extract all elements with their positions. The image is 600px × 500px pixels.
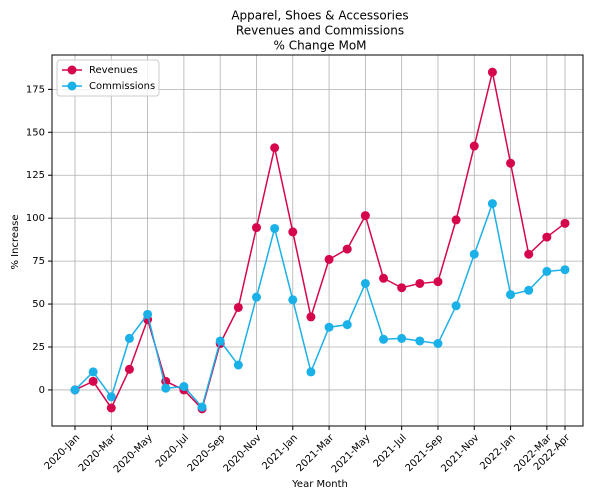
point [415, 278, 425, 288]
point [288, 227, 298, 237]
point [306, 367, 316, 377]
chart-title: Revenues and Commissions [236, 24, 404, 38]
point [306, 312, 316, 322]
point [379, 273, 389, 283]
point [233, 360, 243, 370]
point [124, 333, 134, 343]
point [197, 402, 207, 412]
y-axis-label: % Increase [10, 215, 21, 270]
point [451, 215, 461, 225]
x-tick-label: 2020-Sep [186, 432, 228, 474]
point [251, 223, 261, 233]
y-tick-label: 50 [32, 299, 45, 310]
point [506, 158, 516, 168]
point [70, 385, 80, 395]
legend-box [56, 59, 160, 97]
y-tick-label: 150 [26, 127, 45, 138]
y-tick-label: 125 [26, 170, 45, 181]
point [251, 292, 261, 302]
legend-label: Commissions [89, 81, 155, 92]
point [542, 266, 552, 276]
x-tick-label: 2021-Jul [372, 432, 409, 469]
x-tick-label: 2021-Sep [404, 432, 446, 474]
point [324, 254, 334, 264]
x-tick-label: 2021-May [330, 432, 373, 475]
point [179, 381, 189, 391]
point [161, 383, 171, 393]
chart-title: Apparel, Shoes & Accessories [231, 9, 408, 23]
point [106, 392, 116, 402]
point [560, 218, 570, 228]
y-tick-label: 100 [26, 213, 45, 224]
legend-marker [67, 81, 77, 91]
point [433, 339, 443, 349]
x-tick-label: 2020-Nov [222, 432, 264, 474]
point [524, 249, 534, 259]
point [88, 376, 98, 386]
point [397, 283, 407, 293]
point [233, 302, 243, 312]
series-line [74, 71, 566, 411]
point [506, 290, 516, 300]
point [469, 141, 479, 151]
legend-marker [67, 65, 77, 75]
point [451, 301, 461, 311]
y-tick-label: 175 [26, 84, 45, 95]
point [270, 223, 280, 233]
chart-title: % Change MoM [273, 39, 366, 53]
point [342, 244, 352, 254]
x-tick-label: 2020-Jul [154, 432, 191, 469]
legend-label: Revenues [89, 65, 138, 76]
point [270, 143, 280, 153]
y-tick-label: 25 [32, 342, 45, 353]
point [433, 277, 443, 287]
point [360, 278, 370, 288]
point [524, 285, 534, 295]
x-tick-label: 2020-May [112, 432, 155, 475]
point [560, 265, 570, 275]
point [360, 211, 370, 221]
y-tick-label: 0 [39, 385, 45, 396]
point [143, 309, 153, 319]
point [542, 232, 552, 242]
point [106, 403, 116, 413]
point [342, 320, 352, 330]
point [415, 336, 425, 346]
series-line [74, 200, 566, 409]
point [379, 334, 389, 344]
point [397, 333, 407, 343]
plot-frame [51, 54, 584, 427]
point [469, 249, 479, 259]
point [288, 295, 298, 305]
y-tick-label: 75 [32, 256, 45, 267]
point [324, 322, 334, 332]
point [487, 199, 497, 209]
point [215, 336, 225, 346]
point [124, 364, 134, 374]
point [487, 67, 497, 77]
x-axis-label: Year Month [291, 479, 348, 490]
x-tick-label: 2021-Nov [439, 432, 481, 474]
point [88, 367, 98, 377]
